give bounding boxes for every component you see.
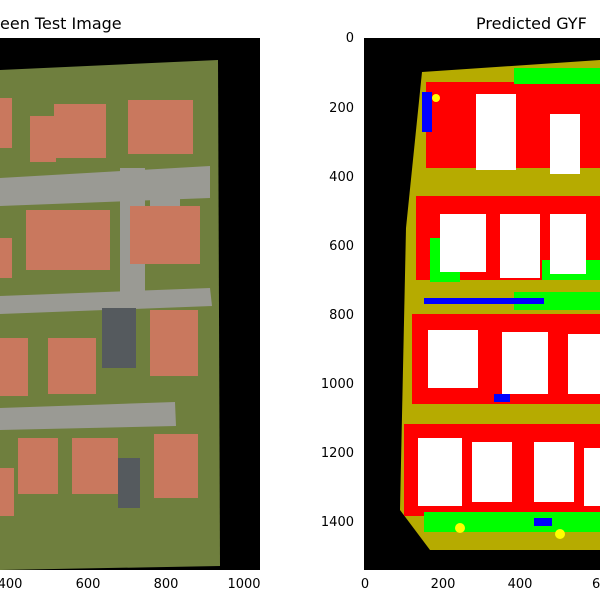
prediction-map <box>364 38 600 570</box>
right-y-tick-label: 400 <box>329 170 354 185</box>
aerial-image-axes <box>0 38 260 570</box>
left-x-tick-label: 400 <box>0 577 23 592</box>
right-x-tick-label: 0 <box>360 577 370 592</box>
aerial-image <box>0 38 260 570</box>
right-panel-title: Predicted GYF <box>476 14 587 33</box>
right-y-tick-label: 800 <box>329 308 354 323</box>
right-y-tick-label: 1200 <box>320 446 354 461</box>
left-x-tick-label: 600 <box>75 577 101 592</box>
right-y-tick-label: 1000 <box>320 377 354 392</box>
right-y-tick-label: 1400 <box>320 515 354 530</box>
left-panel-title: een Test Image <box>0 14 122 33</box>
right-x-tick-label: 6 <box>592 577 600 592</box>
right-y-tick-label: 0 <box>345 31 354 46</box>
right-x-tick-label: 200 <box>430 577 456 592</box>
prediction-map-axes <box>364 38 600 570</box>
right-x-tick-label: 400 <box>507 577 533 592</box>
left-x-tick-label: 800 <box>153 577 179 592</box>
right-y-tick-label: 600 <box>329 239 354 254</box>
left-x-tick-label: 1000 <box>227 577 261 592</box>
right-y-tick-label: 200 <box>329 101 354 116</box>
